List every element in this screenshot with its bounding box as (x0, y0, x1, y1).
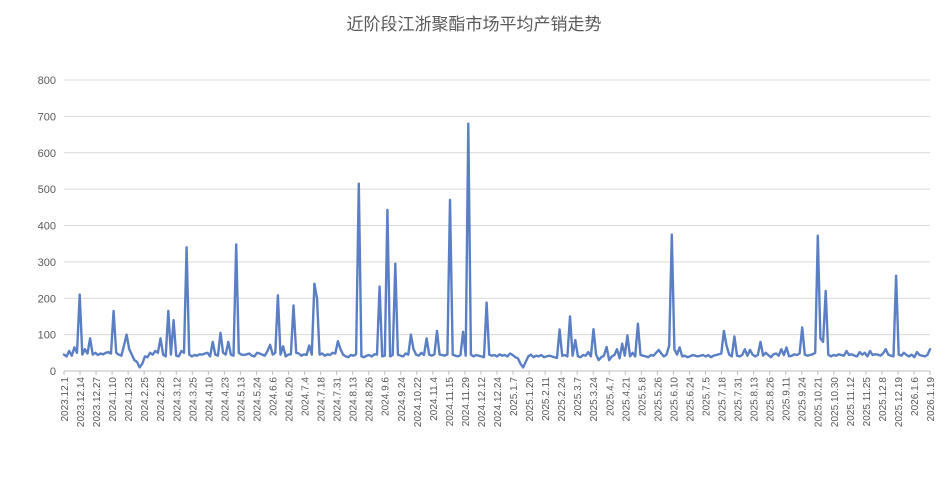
x-tick-label: 2025.11.25 (862, 377, 873, 427)
x-tick-label: 2024.12.12 (477, 377, 488, 427)
y-tick-label: 100 (38, 330, 56, 342)
x-tick-label: 2024.5.24 (252, 377, 263, 422)
x-tick-label: 2025.5.26 (653, 377, 664, 422)
x-tick-label: 2025.8.26 (766, 377, 777, 422)
x-tick-label: 2026.1.19 (926, 377, 937, 422)
x-tick-label: 2024.2.28 (156, 377, 167, 422)
x-tick-label: 2025.12.8 (878, 377, 889, 422)
x-tick-label: 2025.7.5 (701, 377, 712, 416)
x-tick-label: 2024.3.12 (172, 377, 183, 422)
x-tick-label: 2025.2.11 (541, 377, 552, 421)
x-tick-label: 2024.11.29 (461, 377, 472, 427)
y-tick-label: 700 (38, 111, 56, 123)
series-line (62, 122, 932, 369)
x-tick-label: 2025.10.30 (830, 377, 841, 427)
x-tick-label: 2024.7.18 (317, 377, 328, 422)
x-tick-label: 2024.11.15 (445, 377, 456, 427)
y-tick-label: 600 (38, 148, 56, 160)
x-tick-label: 2024.12.24 (493, 377, 504, 427)
x-tick-label: 2024.7.4 (301, 377, 312, 416)
x-tick-label: 2025.5.8 (637, 377, 648, 416)
y-tick-label: 500 (38, 184, 56, 196)
x-tick-label: 2025.7.18 (718, 377, 729, 422)
x-tick-label: 2024.9.24 (397, 377, 408, 422)
x-tick-label: 2024.1.23 (124, 377, 135, 422)
y-tick-label: 400 (38, 221, 56, 233)
x-tick-label: 2025.1.7 (509, 377, 520, 416)
x-tick-label: 2024.8.13 (349, 377, 360, 422)
x-tick-label: 2026.1.6 (910, 377, 921, 416)
y-tick-label: 0 (50, 366, 56, 378)
x-tick-label: 2025.10.21 (814, 377, 825, 427)
x-tick-label: 2024.8.26 (365, 377, 376, 422)
x-tick-label: 2025.1.20 (525, 377, 536, 422)
x-tick-label: 2024.4.23 (220, 377, 231, 422)
x-tick-label: 2025.2.24 (557, 377, 568, 422)
x-tick-label: 2024.6.6 (268, 377, 279, 416)
x-tick-label: 2023.12.1 (60, 377, 71, 422)
x-tick-label: 2024.5.13 (236, 377, 247, 422)
x-tick-label: 2024.11.4 (429, 377, 440, 421)
x-tick-label: 2024.4.10 (204, 377, 215, 422)
x-tick-label: 2025.9.11 (782, 377, 793, 421)
x-tick-label: 2025.3.7 (573, 377, 584, 416)
y-tick-label: 200 (38, 293, 56, 305)
x-tick-label: 2024.7.31 (333, 377, 344, 422)
x-tick-label: 2024.6.20 (285, 377, 296, 422)
x-tick-label: 2025.11.12 (846, 377, 857, 427)
x-tick-label: 2025.4.21 (621, 377, 632, 422)
x-tick-label: 2024.3.25 (188, 377, 199, 422)
x-tick-label: 2023.12.27 (92, 377, 103, 427)
y-tick-label: 300 (38, 257, 56, 269)
x-tick-label: 2024.9.6 (381, 377, 392, 416)
x-tick-label: 2025.12.19 (894, 377, 905, 427)
x-tick-label: 2025.7.31 (734, 377, 745, 422)
x-tick-label: 2023.12.14 (76, 377, 87, 427)
x-tick-label: 2025.3.24 (589, 377, 600, 422)
x-tick-label: 2024.2.25 (140, 377, 151, 422)
chart-title: 近阶段江浙聚酯市场平均产销走势 (346, 15, 602, 35)
x-tick-label: 2025.9.24 (798, 377, 809, 422)
x-tick-label: 2025.6.24 (685, 377, 696, 422)
x-tick-label: 2024.1.10 (108, 377, 119, 422)
x-tick-label: 2025.8.13 (750, 377, 761, 422)
x-tick-label: 2025.6.10 (669, 377, 680, 422)
x-tick-label: 2025.4.7 (605, 377, 616, 416)
y-tick-label: 800 (38, 75, 56, 87)
x-tick-label: 2024.10.22 (413, 377, 424, 427)
